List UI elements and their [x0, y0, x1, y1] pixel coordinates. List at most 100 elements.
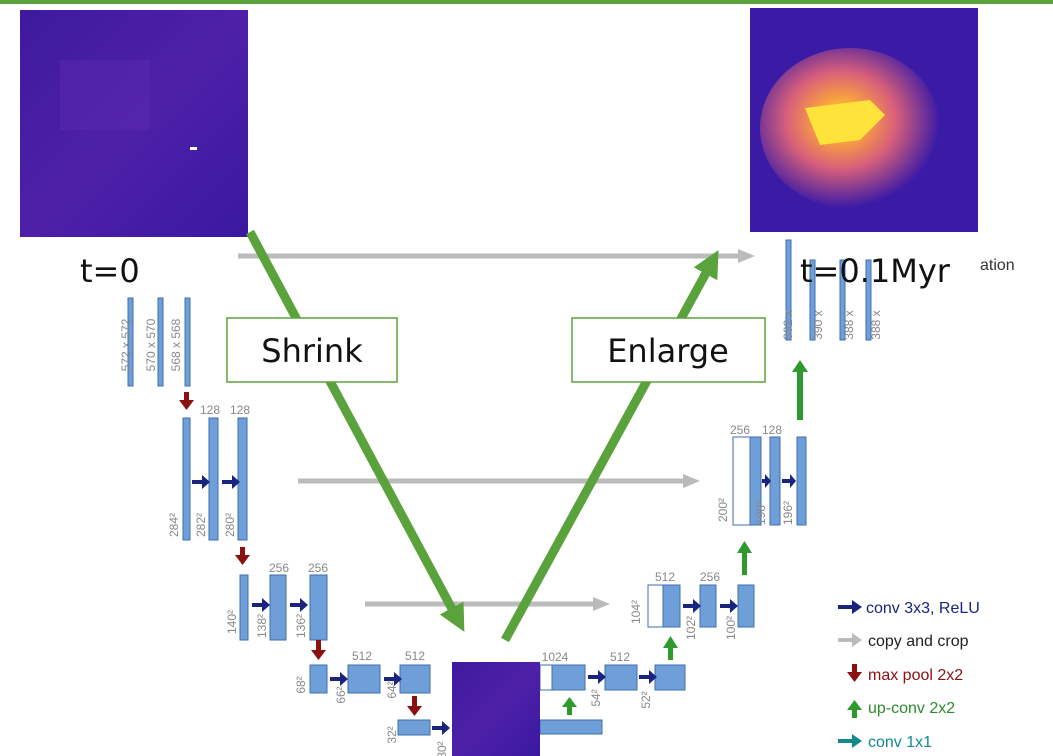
unet-part [310, 575, 327, 640]
unet-part [770, 437, 780, 525]
layer-label: 64² [385, 681, 399, 698]
legend-label: conv 3x3, ReLU [866, 600, 980, 617]
layer-label: 128 [762, 423, 782, 437]
top-rule [0, 0, 1053, 4]
speck [190, 147, 197, 150]
legend-label: conv 1x1 [868, 734, 932, 751]
unet-part [720, 599, 738, 613]
enlarge-label: Enlarge [607, 332, 729, 370]
layer-label: 128 [230, 403, 250, 417]
layer-label: 68² [294, 676, 308, 693]
unet-part [540, 665, 552, 690]
legend: conv 3x3, ReLU copy and crop max pool 2x… [838, 600, 980, 751]
unet-part [700, 585, 716, 627]
unet-part [605, 665, 637, 690]
layer-label: 256 [730, 423, 750, 437]
layer-label: 30² [435, 741, 449, 756]
unet-part [552, 665, 585, 690]
unet-part [562, 697, 577, 715]
layer-label: 284² [167, 513, 181, 537]
shrink-label: Shrink [261, 332, 363, 370]
unet [128, 240, 871, 735]
layer-label: 32² [385, 726, 399, 743]
layer-label: 390 x [811, 310, 825, 339]
unet-part [235, 547, 250, 565]
unet-part [782, 474, 796, 488]
unet-part [222, 475, 240, 489]
unet-part [158, 298, 163, 386]
layer-label: 66² [334, 686, 348, 703]
legend-label: up-conv 2x2 [868, 700, 955, 717]
unet-part [185, 298, 190, 386]
unet-part [240, 575, 248, 640]
layer-label: 256 [700, 570, 720, 584]
unet-part [311, 640, 326, 660]
layer-label: 512 [655, 570, 675, 584]
unet-part [330, 672, 348, 686]
unet-part [209, 418, 218, 540]
unet-part [192, 475, 210, 489]
page: 572 x 572 570 x 570 568 x 568 128 128 284² 282… [0, 0, 1053, 756]
unet-part [593, 597, 610, 611]
unet-part [540, 720, 602, 734]
layer-label: 280² [223, 513, 237, 537]
layer-label: 1024 [542, 650, 569, 664]
unet-part [663, 585, 680, 627]
layer-label: 136² [294, 614, 308, 638]
unet-part [738, 249, 755, 263]
time-start: t=0 [80, 252, 140, 290]
image-bottleneck [452, 662, 540, 756]
layer-label: 512 [610, 650, 630, 664]
unet-part [737, 541, 752, 575]
unet-part [290, 598, 308, 612]
layer-label: 256 [269, 561, 289, 575]
layer-label: 138² [255, 614, 269, 638]
cut-label: ation [980, 257, 1015, 274]
unet-part [797, 437, 806, 525]
unet-part [663, 636, 678, 660]
layer-label: 196² [781, 501, 795, 525]
unet-part [683, 599, 701, 613]
layer-label: 282² [194, 513, 208, 537]
unet-part [648, 585, 663, 627]
layer-label: 512 [405, 649, 425, 663]
unet-part [407, 696, 422, 716]
texture [60, 60, 150, 130]
unet-part [252, 598, 270, 612]
unet-part [655, 665, 685, 690]
legend-label: copy and crop [868, 633, 969, 650]
layer-label: 256 [308, 561, 328, 575]
layer-label: 572 x 572 [119, 318, 133, 371]
unet-part [270, 575, 286, 640]
layer-label: 388 x [869, 310, 883, 339]
layer-label: 200² [716, 498, 730, 522]
unet-part [432, 721, 450, 735]
layer-label: 54² [589, 689, 603, 706]
layer-label: 128 [200, 403, 220, 417]
layer-label: 568 x 568 [169, 318, 183, 371]
unet-part [398, 720, 430, 735]
unet-part [310, 665, 327, 693]
unet-part [238, 249, 755, 611]
unet-part [639, 670, 657, 684]
unet-part [179, 392, 194, 410]
layer-label: 52² [639, 691, 653, 708]
layer-label: 388 x [842, 310, 856, 339]
unet-part [588, 670, 606, 684]
unet-part [562, 360, 808, 715]
unet-part [792, 360, 808, 420]
unet-part [738, 585, 754, 627]
layer-label: 570 x 570 [144, 318, 158, 371]
unet-part [733, 437, 750, 525]
legend-label: max pool 2x2 [868, 667, 963, 684]
unet-part [400, 665, 430, 693]
unet-part [238, 418, 247, 540]
unet-part [183, 418, 190, 540]
layer-label: 104² [629, 600, 643, 624]
layer-label: 100² [724, 616, 738, 640]
unet-part [683, 474, 700, 488]
layer-label: 392 x [781, 310, 795, 339]
unet-part [348, 665, 380, 693]
layer-label: 198² [754, 501, 768, 525]
layer-label: 102² [684, 616, 698, 640]
